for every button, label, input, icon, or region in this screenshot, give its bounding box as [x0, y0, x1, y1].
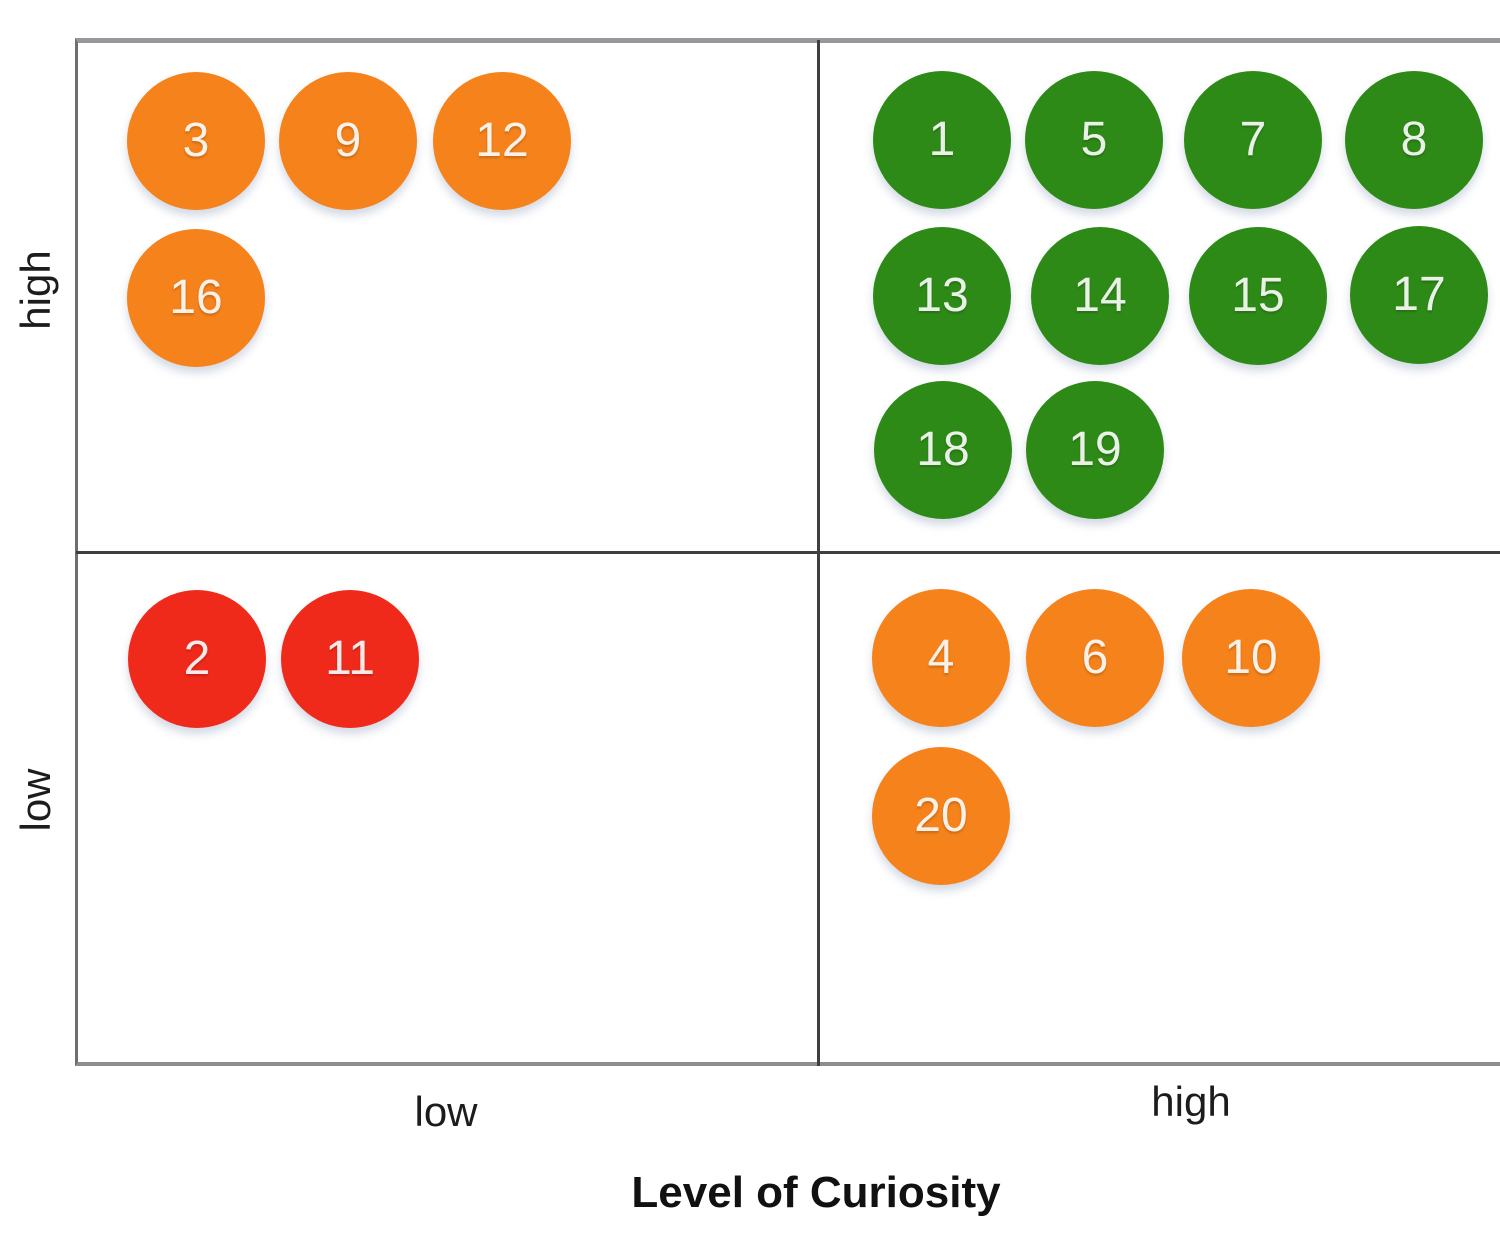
- y-axis-tick-low: low: [12, 768, 59, 832]
- bubble-12: 12: [433, 72, 571, 210]
- bubble-6: 6: [1026, 589, 1164, 727]
- bubble-15: 15: [1189, 227, 1327, 365]
- bubble-5: 5: [1025, 71, 1163, 209]
- x-axis-tick-low: low: [414, 1088, 478, 1135]
- bubble-20: 20: [872, 747, 1010, 885]
- bubble-11: 11: [281, 590, 419, 728]
- bubble-7: 7: [1184, 71, 1322, 209]
- y-axis-tick-high: high: [12, 250, 59, 330]
- bubble-16: 16: [127, 229, 265, 367]
- bubble-9: 9: [279, 72, 417, 210]
- bubble-2: 2: [128, 590, 266, 728]
- bubble-17: 17: [1350, 226, 1488, 364]
- bubble-1: 1: [873, 71, 1011, 209]
- bubble-10: 10: [1182, 589, 1320, 727]
- bubble-8: 8: [1345, 71, 1483, 209]
- bubble-13: 13: [873, 227, 1011, 365]
- bubble-4: 4: [872, 589, 1010, 727]
- x-axis-title: Level of Curiosity: [631, 1168, 1001, 1217]
- bubble-14: 14: [1031, 227, 1169, 365]
- bubble-3: 3: [127, 72, 265, 210]
- bubble-18: 18: [874, 381, 1012, 519]
- x-axis-tick-high: high: [1151, 1078, 1231, 1125]
- horizontal-divider-line: [76, 551, 1500, 554]
- bubble-19: 19: [1026, 381, 1164, 519]
